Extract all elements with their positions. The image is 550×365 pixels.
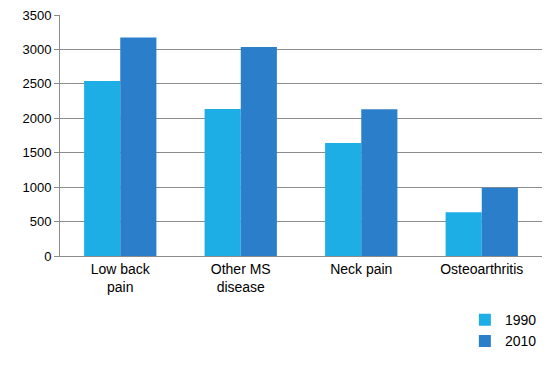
svg-text:1000: 1000 <box>22 180 51 195</box>
svg-text:500: 500 <box>30 214 52 229</box>
svg-text:2010: 2010 <box>505 333 536 349</box>
svg-text:2000: 2000 <box>22 111 51 126</box>
svg-text:0: 0 <box>44 249 51 264</box>
svg-text:2500: 2500 <box>22 76 51 91</box>
svg-text:Neck pain: Neck pain <box>330 261 392 277</box>
svg-text:1990: 1990 <box>505 312 536 328</box>
svg-text:Other MSdisease: Other MSdisease <box>211 261 271 295</box>
svg-text:3500: 3500 <box>22 8 51 23</box>
svg-text:Low backpain: Low backpain <box>91 261 151 295</box>
svg-text:3000: 3000 <box>22 42 51 57</box>
svg-text:Osteoarthritis: Osteoarthritis <box>440 261 523 277</box>
svg-text:1500: 1500 <box>22 145 51 160</box>
